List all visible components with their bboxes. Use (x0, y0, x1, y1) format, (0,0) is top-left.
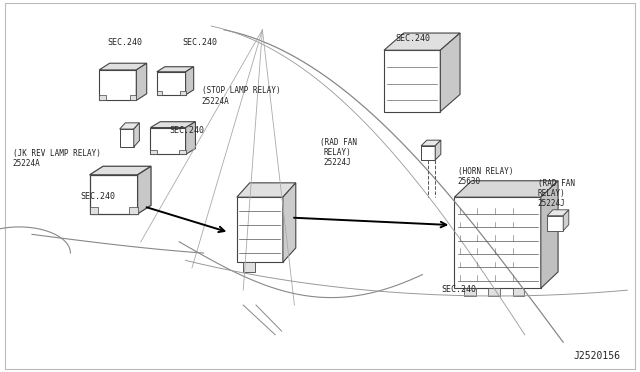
Text: SEC.240: SEC.240 (442, 285, 477, 294)
Polygon shape (384, 50, 440, 112)
Text: SEC.240: SEC.240 (396, 34, 431, 43)
Polygon shape (99, 63, 147, 70)
Polygon shape (120, 129, 134, 147)
Text: SEC.240: SEC.240 (108, 38, 142, 46)
Text: (STOP LAMP RELAY): (STOP LAMP RELAY) (202, 86, 280, 95)
Text: (RAD FAN: (RAD FAN (320, 138, 357, 147)
Polygon shape (179, 150, 186, 154)
Text: 25224A: 25224A (202, 97, 229, 106)
Polygon shape (541, 181, 558, 288)
Polygon shape (283, 183, 296, 262)
Polygon shape (157, 67, 194, 72)
Polygon shape (99, 95, 106, 100)
Text: 25224J: 25224J (538, 199, 565, 208)
Polygon shape (157, 91, 162, 95)
Polygon shape (186, 122, 195, 154)
Text: SEC.240: SEC.240 (182, 38, 218, 46)
Polygon shape (129, 207, 138, 214)
Text: (JK REV LAMP RELAY): (JK REV LAMP RELAY) (13, 149, 100, 158)
Polygon shape (90, 175, 138, 214)
Text: SEC.240: SEC.240 (80, 192, 115, 201)
Text: (RAD FAN: (RAD FAN (538, 179, 575, 188)
Polygon shape (134, 123, 140, 147)
Polygon shape (130, 95, 136, 100)
Polygon shape (563, 210, 569, 231)
Polygon shape (421, 146, 435, 160)
Polygon shape (440, 33, 460, 112)
Polygon shape (150, 128, 186, 154)
Polygon shape (136, 63, 147, 100)
Polygon shape (454, 181, 558, 197)
Polygon shape (547, 210, 569, 216)
Text: 25224J: 25224J (323, 158, 351, 167)
Polygon shape (421, 140, 441, 146)
Text: 25630: 25630 (458, 177, 481, 186)
Text: RELAY): RELAY) (538, 189, 565, 198)
Text: SEC.240: SEC.240 (170, 126, 205, 135)
Polygon shape (150, 150, 157, 154)
Polygon shape (138, 166, 151, 214)
Polygon shape (237, 183, 296, 197)
Polygon shape (180, 91, 186, 95)
Polygon shape (186, 67, 194, 95)
Text: J2520156: J2520156 (574, 351, 621, 361)
Text: RELAY): RELAY) (323, 148, 351, 157)
Polygon shape (384, 33, 460, 50)
Text: (HORN RELAY): (HORN RELAY) (458, 167, 513, 176)
Polygon shape (513, 288, 524, 296)
Polygon shape (157, 72, 186, 95)
Polygon shape (547, 216, 563, 231)
Polygon shape (90, 166, 151, 175)
Polygon shape (237, 197, 283, 262)
Polygon shape (150, 122, 195, 128)
Polygon shape (464, 288, 476, 296)
Polygon shape (435, 140, 441, 160)
Polygon shape (454, 197, 541, 288)
Polygon shape (488, 288, 500, 296)
Polygon shape (90, 207, 99, 214)
Text: 25224A: 25224A (13, 159, 40, 168)
Polygon shape (99, 70, 136, 100)
Polygon shape (243, 262, 255, 272)
Polygon shape (120, 123, 140, 129)
